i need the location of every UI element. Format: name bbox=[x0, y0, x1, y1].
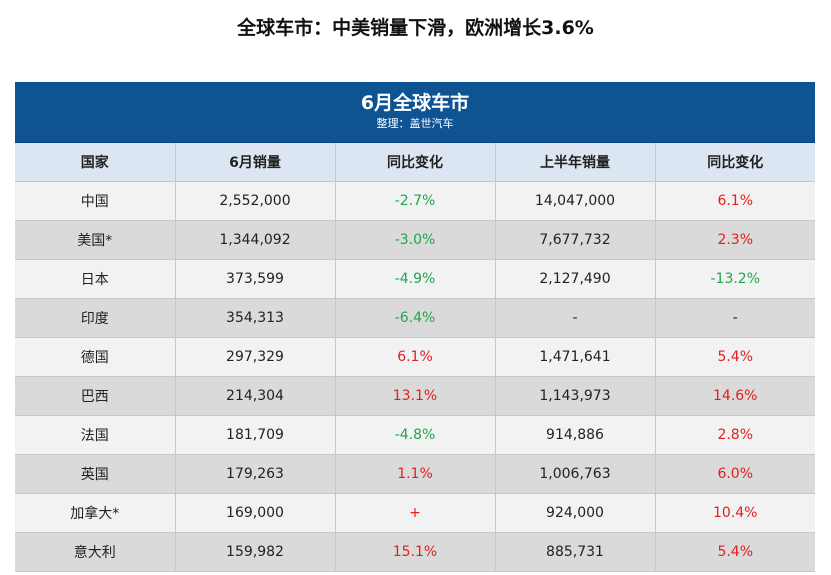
cell-june-sales: 214,304 bbox=[175, 376, 336, 416]
cell-h1-yoy: 10.4% bbox=[655, 493, 815, 533]
cell-june-yoy: 15.1% bbox=[335, 532, 496, 572]
table-row: 法国 181,709 -4.8% 914,886 2.8% bbox=[15, 415, 815, 455]
cell-h1-yoy: 5.4% bbox=[655, 532, 815, 572]
table-banner: 6月全球车市 整理：盖世汽车 bbox=[15, 82, 815, 143]
cell-h1-yoy: 14.6% bbox=[655, 376, 815, 416]
cell-june-yoy: -2.7% bbox=[335, 181, 496, 221]
table-row: 日本 373,599 -4.9% 2,127,490 -13.2% bbox=[15, 259, 815, 299]
cell-june-sales: 1,344,092 bbox=[175, 220, 336, 260]
sales-table: 国家 6月销量 同比变化 上半年销量 同比变化 中国 2,552,000 -2.7%… bbox=[15, 143, 815, 572]
cell-country: 印度 bbox=[15, 298, 176, 338]
cell-h1-sales: 914,886 bbox=[495, 415, 656, 455]
cell-country: 中国 bbox=[15, 181, 176, 221]
table-source: 整理：盖世汽车 bbox=[376, 117, 454, 130]
cell-country: 美国* bbox=[15, 220, 176, 260]
cell-june-yoy: -6.4% bbox=[335, 298, 496, 338]
cell-h1-yoy: 6.0% bbox=[655, 454, 815, 494]
cell-h1-yoy: 2.3% bbox=[655, 220, 815, 260]
cell-h1-sales: 14,047,000 bbox=[495, 181, 656, 221]
cell-country: 英国 bbox=[15, 454, 176, 494]
sales-table-container: 6月全球车市 整理：盖世汽车 国家 6月销量 同比变化 上半年销量 同比变化 中… bbox=[15, 82, 815, 575]
cell-june-sales: 2,552,000 bbox=[175, 181, 336, 221]
cell-june-sales: 179,263 bbox=[175, 454, 336, 494]
cell-june-sales: 169,000 bbox=[175, 493, 336, 533]
cell-june-sales: 159,982 bbox=[175, 532, 336, 572]
table-title: 6月全球车市 bbox=[360, 92, 470, 114]
cell-june-yoy: 13.1% bbox=[335, 376, 496, 416]
cell-h1-sales: 2,127,490 bbox=[495, 259, 656, 299]
cell-h1-yoy: -13.2% bbox=[655, 259, 815, 299]
table-body: 中国 2,552,000 -2.7% 14,047,000 6.1% 美国* 1,344,0… bbox=[15, 181, 815, 572]
cell-h1-sales: 885,731 bbox=[495, 532, 656, 572]
cell-h1-sales: 7,677,732 bbox=[495, 220, 656, 260]
cell-h1-yoy: 6.1% bbox=[655, 181, 815, 221]
cell-country: 德国 bbox=[15, 337, 176, 377]
cell-h1-yoy: 5.4% bbox=[655, 337, 815, 377]
cell-country: 日本 bbox=[15, 259, 176, 299]
cell-country: 加拿大* bbox=[15, 493, 176, 533]
cell-june-yoy: -3.0% bbox=[335, 220, 496, 260]
cell-h1-yoy: - bbox=[655, 298, 815, 338]
header-h1-sales: 上半年销量 bbox=[495, 143, 656, 182]
cell-june-yoy: -4.8% bbox=[335, 415, 496, 455]
table-row: 意大利 159,982 15.1% 885,731 5.4% bbox=[15, 532, 815, 572]
header-june-yoy: 同比变化 bbox=[335, 143, 496, 182]
table-row: 印度 354,313 -6.4% - - bbox=[15, 298, 815, 338]
table-row: 巴西 214,304 13.1% 1,143,973 14.6% bbox=[15, 376, 815, 416]
table-row: 美国* 1,344,092 -3.0% 7,677,732 2.3% bbox=[15, 220, 815, 260]
cell-june-yoy: 6.1% bbox=[335, 337, 496, 377]
table-row: 德国 297,329 6.1% 1,471,641 5.4% bbox=[15, 337, 815, 377]
table-row: 加拿大* 169,000 +924,000 10.4% bbox=[15, 493, 815, 533]
cell-h1-sales: - bbox=[495, 298, 656, 338]
header-h1-yoy: 同比变化 bbox=[655, 143, 815, 182]
cell-country: 法国 bbox=[15, 415, 176, 455]
cell-h1-yoy: 2.8% bbox=[655, 415, 815, 455]
header-june-sales: 6月销量 bbox=[175, 143, 336, 182]
cell-h1-sales: 1,471,641 bbox=[495, 337, 656, 377]
cell-june-sales: 373,599 bbox=[175, 259, 336, 299]
table-row: 英国 179,263 1.1% 1,006,763 6.0% bbox=[15, 454, 815, 494]
cell-june-yoy: 1.1% bbox=[335, 454, 496, 494]
page-title: 全球车市：中美销量下滑，欧洲增长3.6% bbox=[237, 17, 594, 39]
cell-june-yoy: -4.9% bbox=[335, 259, 496, 299]
header-country: 国家 bbox=[15, 143, 176, 182]
cell-june-sales: 181,709 bbox=[175, 415, 336, 455]
cell-june-yoy: + bbox=[335, 493, 496, 533]
cell-h1-sales: 1,006,763 bbox=[495, 454, 656, 494]
cell-h1-sales: 1,143,973 bbox=[495, 376, 656, 416]
cell-h1-sales: 924,000 bbox=[495, 493, 656, 533]
cell-country: 巴西 bbox=[15, 376, 176, 416]
cell-country: 意大利 bbox=[15, 532, 176, 572]
cell-june-sales: 354,313 bbox=[175, 298, 336, 338]
table-header-row: 国家 6月销量 同比变化 上半年销量 同比变化 bbox=[15, 143, 815, 182]
cell-june-sales: 297,329 bbox=[175, 337, 336, 377]
table-row: 中国 2,552,000 -2.7% 14,047,000 6.1% bbox=[15, 181, 815, 221]
